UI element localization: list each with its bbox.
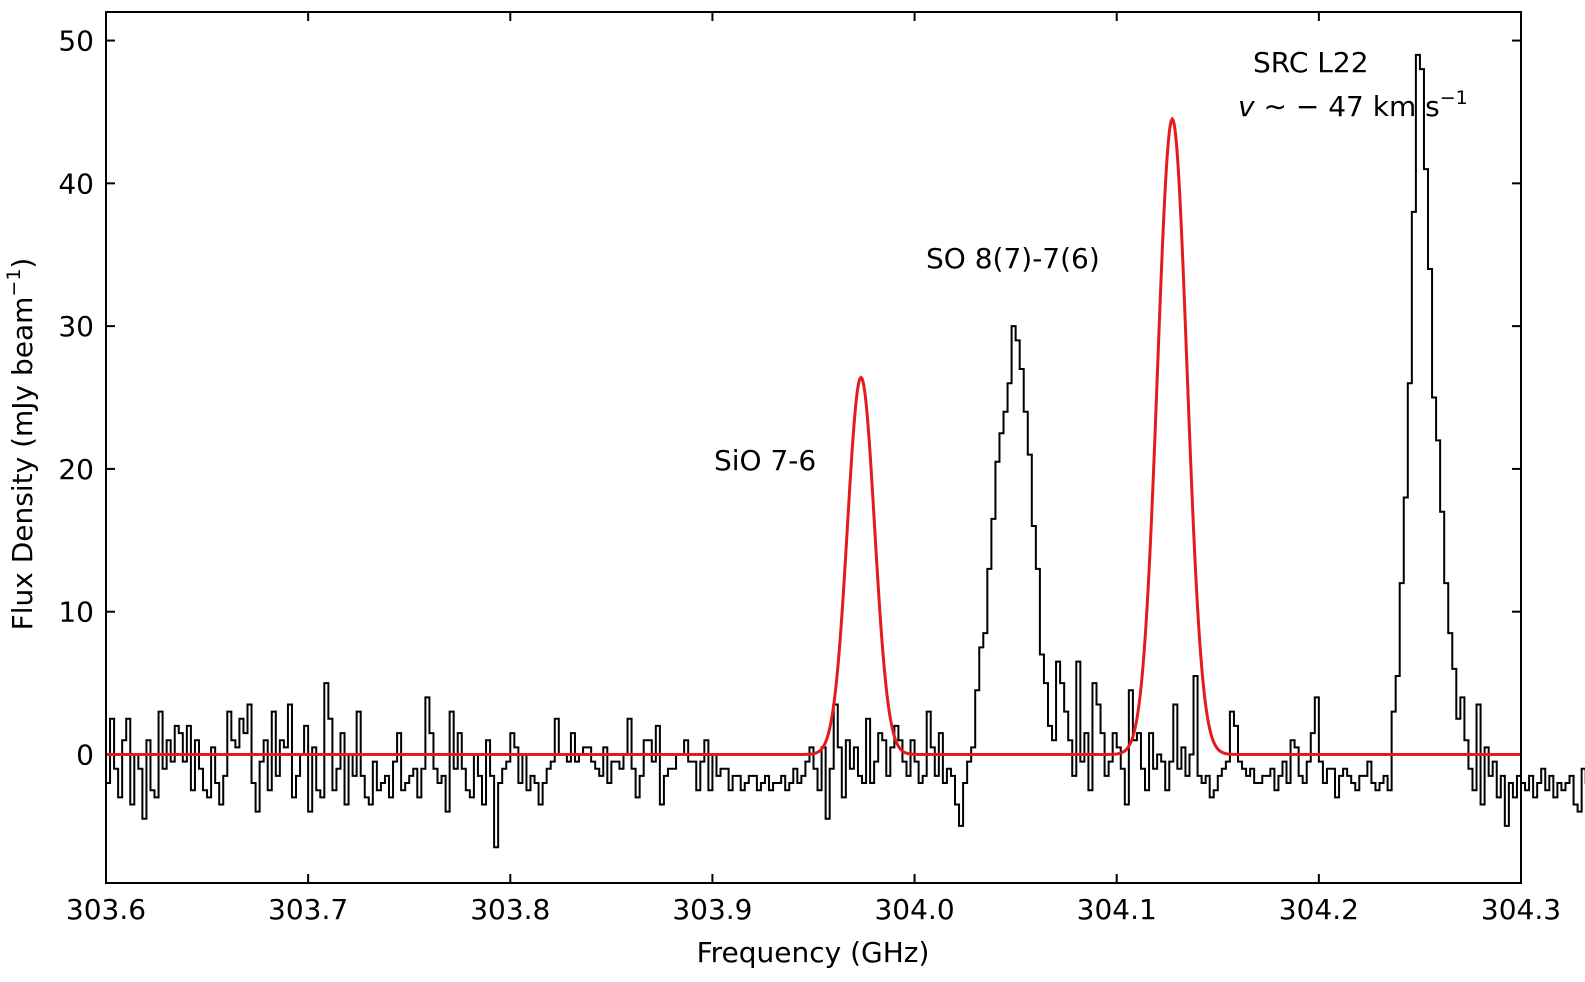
y-tick-label: 30 xyxy=(58,310,94,343)
annotation-source: SRC L22 xyxy=(1253,46,1369,79)
y-axis-label-sup: −1 xyxy=(3,269,25,297)
annotation-velocity-text: ∼ − 47 km s xyxy=(1255,90,1440,123)
y-tick-label: 50 xyxy=(58,25,94,58)
y-tick-label: 20 xyxy=(58,453,94,486)
annotation-sio-line: SiO 7-6 xyxy=(714,444,816,477)
y-axis-label-close: ) xyxy=(6,258,39,269)
y-ticks: 0 10 20 30 40 50 xyxy=(58,25,1521,771)
spectrum-steps-line xyxy=(106,53,1585,849)
plot-frame xyxy=(105,11,1522,884)
x-tick-label: 303.9 xyxy=(672,893,752,926)
x-tick-label: 304.2 xyxy=(1279,893,1359,926)
y-tick-label: 0 xyxy=(76,738,94,771)
y-tick-label: 40 xyxy=(58,167,94,200)
gaussian-fit-line xyxy=(106,116,1521,756)
data-series xyxy=(106,53,1585,849)
annotation-velocity-sup: −1 xyxy=(1440,87,1468,109)
y-tick-label: 10 xyxy=(58,596,94,629)
y-axis-label-main: Flux Density (mJy beam xyxy=(6,297,39,631)
x-axis-label: Frequency (GHz) xyxy=(697,936,930,969)
x-ticks: 303.6 303.7 303.8 303.9 304.0 304.1 304.2 304.3 xyxy=(66,12,1561,926)
annotation-velocity-symbol: v xyxy=(1238,90,1255,123)
x-tick-label: 303.8 xyxy=(470,893,550,926)
y-axis-label: Flux Density (mJy beam−1) xyxy=(3,258,39,631)
annotation-velocity: v ∼ − 47 km s−1 xyxy=(1238,87,1468,123)
x-tick-label: 303.7 xyxy=(268,893,348,926)
x-tick-label: 303.6 xyxy=(66,893,146,926)
x-tick-label: 304.1 xyxy=(1077,893,1157,926)
x-tick-label: 304.0 xyxy=(874,893,954,926)
annotation-so-line: SO 8(7)-7(6) xyxy=(926,242,1100,275)
x-tick-label: 304.3 xyxy=(1481,893,1561,926)
